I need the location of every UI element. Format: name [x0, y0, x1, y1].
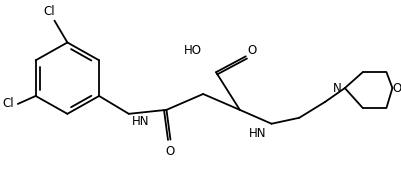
Text: HN: HN — [249, 127, 266, 140]
Text: N: N — [332, 82, 341, 94]
Text: O: O — [166, 145, 175, 158]
Text: HO: HO — [184, 44, 202, 57]
Text: O: O — [393, 82, 401, 94]
Text: O: O — [247, 44, 256, 57]
Text: Cl: Cl — [44, 5, 55, 18]
Text: Cl: Cl — [2, 97, 14, 110]
Text: HN: HN — [132, 115, 150, 128]
